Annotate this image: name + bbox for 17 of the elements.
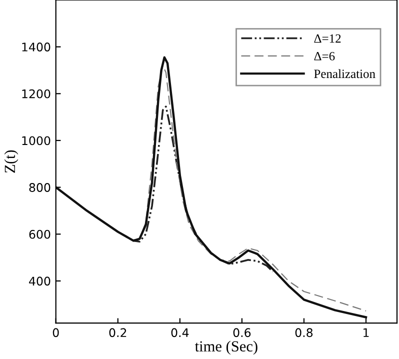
y-tick-label: 1200 — [22, 89, 50, 98]
y-tick-label: 400 — [29, 276, 50, 286]
legend-label: Δ=6 — [314, 52, 335, 60]
x-tick-label: 0.4 — [171, 328, 189, 338]
legend-label: Penalization — [314, 69, 376, 78]
y-tick-label: 1400 — [22, 42, 50, 52]
legend-label: Δ=12 — [314, 34, 341, 43]
x-tick-label: 0.2 — [109, 328, 126, 338]
y-tick-label: 1000 — [22, 136, 50, 146]
x-tick-label: 0.6 — [233, 328, 251, 338]
x-axis-title: time (Sec) — [194, 340, 258, 355]
x-tick-label: 0.8 — [295, 328, 313, 338]
y-tick-label: 600 — [29, 230, 50, 239]
x-tick-label: 1 — [364, 328, 369, 337]
y-axis-title: Z(t) — [4, 150, 18, 173]
x-tick-label: 0 — [52, 328, 59, 338]
y-tick-label: 800 — [29, 183, 50, 192]
